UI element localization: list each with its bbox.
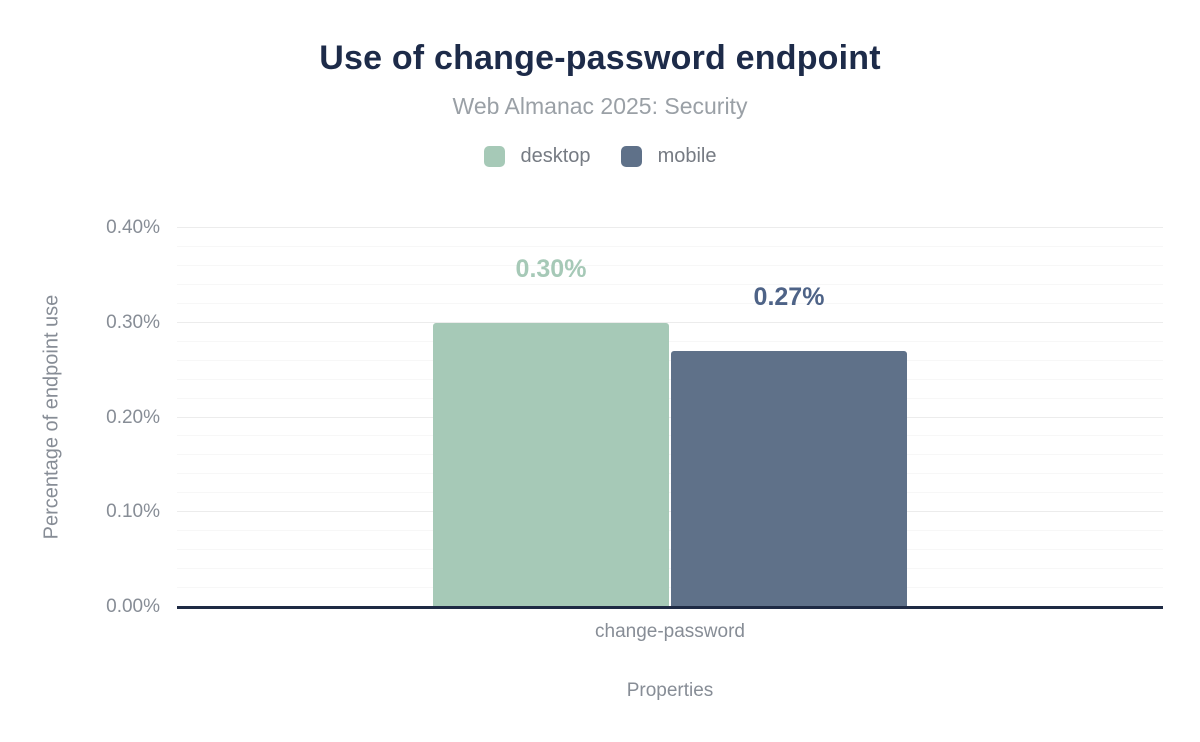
legend-item-desktop[interactable]: desktop bbox=[483, 144, 591, 168]
legend: desktop mobile bbox=[0, 144, 1200, 168]
legend-swatch-desktop bbox=[483, 145, 505, 167]
legend-label-desktop: desktop bbox=[520, 145, 591, 167]
chart-title: Use of change-password endpoint bbox=[319, 39, 881, 77]
minor-gridline bbox=[177, 378, 1163, 380]
bar-datalabel-mobile: 0.27% bbox=[753, 283, 825, 312]
minor-gridline bbox=[177, 530, 1163, 532]
x-axis-baseline bbox=[177, 606, 1163, 609]
minor-gridline bbox=[177, 340, 1163, 342]
legend-swatch-mobile bbox=[620, 145, 642, 167]
minor-gridline bbox=[177, 492, 1163, 494]
major-gridline bbox=[177, 227, 1163, 228]
major-gridline bbox=[177, 321, 1163, 323]
bar-desktop[interactable] bbox=[433, 322, 669, 607]
y-tick-label: 0.30% bbox=[106, 311, 160, 333]
minor-gridline bbox=[177, 568, 1163, 570]
plot-area: 0.30% 0.27% bbox=[177, 227, 1163, 609]
legend-item-mobile[interactable]: mobile bbox=[620, 144, 717, 168]
bar-mobile[interactable] bbox=[671, 351, 907, 607]
major-gridline bbox=[177, 511, 1163, 513]
minor-gridline bbox=[177, 245, 1163, 247]
y-tick-label: 0.20% bbox=[106, 406, 160, 428]
minor-gridline bbox=[177, 397, 1163, 399]
major-gridline bbox=[177, 416, 1163, 418]
bar-wrap-mobile: 0.27% bbox=[671, 283, 907, 607]
minor-gridline bbox=[177, 549, 1163, 551]
minor-gridline bbox=[177, 454, 1163, 456]
minor-gridline bbox=[177, 435, 1163, 437]
minor-gridline bbox=[177, 359, 1163, 361]
minor-gridline bbox=[177, 264, 1163, 266]
chart-subtitle: Web Almanac 2025: Security bbox=[452, 93, 748, 119]
bar-datalabel-desktop: 0.30% bbox=[515, 254, 587, 283]
y-tick-label: 0.10% bbox=[106, 501, 160, 523]
minor-gridline bbox=[177, 283, 1163, 285]
bar-wrap-desktop: 0.30% bbox=[433, 255, 669, 607]
y-tick-label: 0.40% bbox=[106, 217, 160, 238]
minor-gridline bbox=[177, 473, 1163, 475]
bar-group: 0.30% 0.27% bbox=[433, 255, 907, 607]
y-tick-label: 0.00% bbox=[106, 596, 160, 617]
x-tick-label: change-password bbox=[595, 621, 745, 642]
minor-gridline bbox=[177, 587, 1163, 589]
minor-gridline bbox=[177, 302, 1163, 304]
legend-label-mobile: mobile bbox=[657, 145, 717, 167]
x-axis-title: Properties bbox=[626, 680, 714, 701]
